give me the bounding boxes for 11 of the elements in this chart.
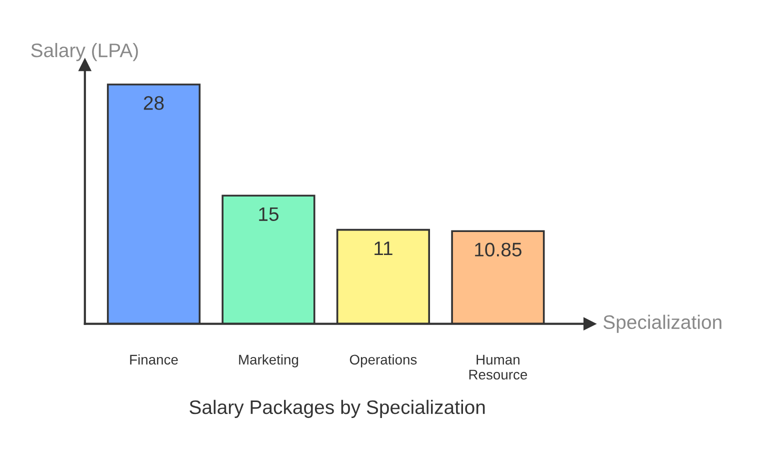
data-label: 28 xyxy=(144,96,164,110)
data-label: 15 xyxy=(259,207,278,222)
y-axis-title: Salary (LPA) xyxy=(31,42,138,62)
x-tick-label: Operations xyxy=(350,354,417,368)
data-label: 11 xyxy=(374,242,392,256)
x-tick-label: Finance xyxy=(130,354,178,365)
data-label: 10.85 xyxy=(475,242,522,256)
x-axis-title: Specialization xyxy=(603,314,722,333)
x-tick-label: Marketing xyxy=(239,354,298,368)
x-tick-label: Human Resource xyxy=(469,354,528,380)
text: Salary Packages by Specialization xyxy=(190,400,485,418)
